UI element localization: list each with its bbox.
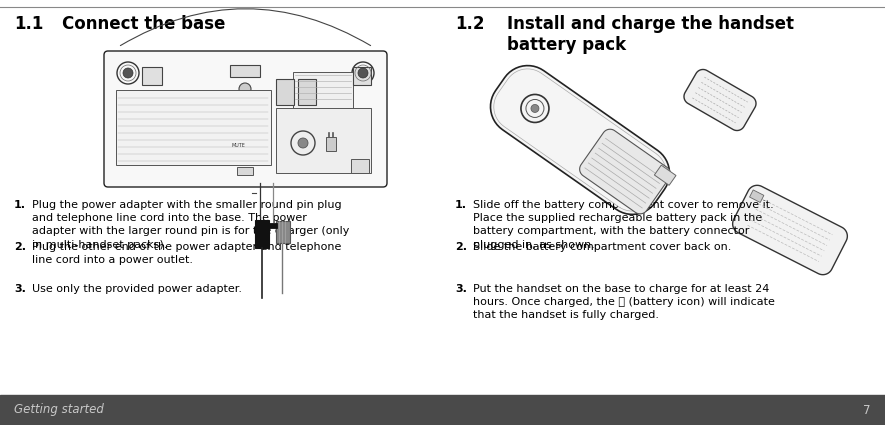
Text: Put the handset on the base to charge for at least 24
hours. Once charged, the ⯏: Put the handset on the base to charge fo…: [473, 284, 775, 320]
Bar: [326, 137, 336, 151]
Text: 3.: 3.: [14, 284, 26, 294]
Bar: [0, 395, 885, 425]
Polygon shape: [580, 129, 671, 214]
Polygon shape: [490, 65, 669, 214]
Polygon shape: [750, 190, 764, 202]
Text: Plug the power adapter with the smaller round pin plug
and telephone line cord i: Plug the power adapter with the smaller …: [32, 200, 350, 249]
Circle shape: [358, 68, 368, 78]
Text: 1.: 1.: [14, 200, 26, 210]
Bar: [353, 67, 371, 85]
Bar: [142, 67, 162, 85]
Bar: [276, 79, 294, 105]
Polygon shape: [494, 69, 666, 211]
Bar: [351, 159, 369, 173]
FancyBboxPatch shape: [104, 51, 387, 187]
Text: 1.: 1.: [455, 200, 467, 210]
Bar: [230, 65, 260, 77]
Bar: [255, 220, 269, 248]
Polygon shape: [654, 165, 676, 185]
Text: 2.: 2.: [455, 242, 467, 252]
Text: Use only the provided power adapter.: Use only the provided power adapter.: [32, 284, 242, 294]
Bar: [237, 167, 253, 175]
Circle shape: [298, 138, 308, 148]
Circle shape: [239, 83, 251, 95]
Text: 1.1: 1.1: [14, 15, 43, 33]
Text: MUTE: MUTE: [231, 142, 245, 147]
Bar: [298, 79, 316, 105]
Text: Connect the base: Connect the base: [62, 15, 226, 33]
Text: Slide the battery compartment cover back on.: Slide the battery compartment cover back…: [473, 242, 731, 252]
Text: Slide off the battery compartment cover to remove it.
Place the supplied recharg: Slide off the battery compartment cover …: [473, 200, 773, 249]
Polygon shape: [684, 69, 756, 130]
Text: 2.: 2.: [14, 242, 26, 252]
Bar: [116, 90, 271, 165]
Bar: [276, 108, 371, 173]
Text: 3.: 3.: [455, 284, 467, 294]
Text: 7: 7: [864, 403, 871, 416]
Text: Plug the other end of the power adapter and telephone
line cord into a power out: Plug the other end of the power adapter …: [32, 242, 342, 265]
Bar: [276, 221, 290, 243]
Bar: [293, 72, 353, 110]
Circle shape: [123, 68, 133, 78]
Text: Getting started: Getting started: [14, 403, 104, 416]
Circle shape: [531, 105, 539, 113]
Polygon shape: [733, 185, 847, 275]
Text: Install and charge the handset
battery pack: Install and charge the handset battery p…: [507, 15, 794, 54]
Text: 1.2: 1.2: [455, 15, 484, 33]
Bar: [269, 223, 277, 228]
